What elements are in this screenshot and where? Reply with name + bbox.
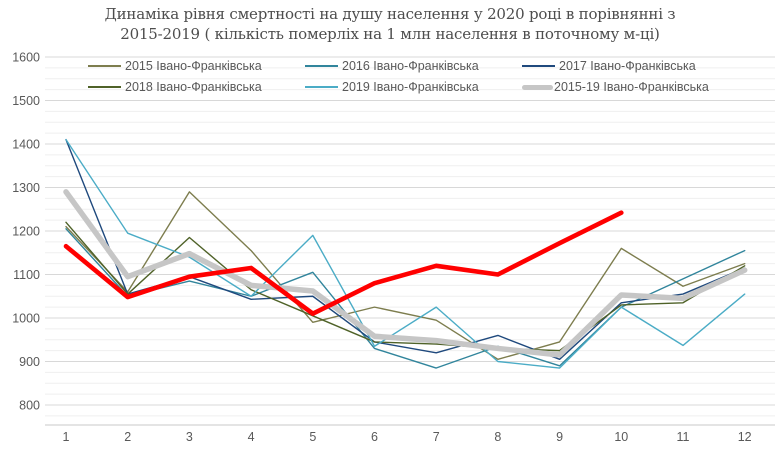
series-line-2015[interactable] (65, 191, 746, 361)
series-line-2019[interactable] (65, 138, 746, 369)
chart-title-line2: 2015-2019 ( кількість померліх на 1 млн … (120, 24, 660, 43)
legend-item-2017[interactable]: 2017 Івано-Франківська (522, 59, 739, 73)
legend-swatch-2015 (88, 65, 121, 67)
legend-label-2017: 2017 Івано-Франківська (559, 59, 696, 73)
y-tick-label: 1600 (12, 51, 40, 65)
x-tick-label: 12 (738, 430, 752, 444)
legend-label-2016: 2016 Івано-Франківська (342, 59, 479, 73)
legend-label-2019: 2019 Івано-Франківська (342, 80, 479, 94)
y-tick-label: 1500 (12, 94, 40, 108)
y-tick-label: 1400 (12, 138, 40, 152)
x-tick-label: 9 (556, 430, 563, 444)
x-tick-label: 7 (433, 430, 440, 444)
y-tick-label: 800 (19, 399, 40, 413)
legend-swatch-2015-19 (522, 84, 553, 90)
legend-label-2015: 2015 Івано-Франківська (125, 59, 262, 73)
legend-swatch-2016 (305, 65, 338, 67)
x-tick-label: 8 (494, 430, 501, 444)
legend-swatch-2018 (88, 86, 121, 88)
x-tick-label: 11 (677, 430, 690, 444)
legend-item-2019[interactable]: 2019 Івано-Франківська (305, 80, 522, 94)
y-tick-label: 1300 (12, 181, 40, 195)
x-tick-label: 3 (186, 430, 193, 444)
x-tick-label: 6 (371, 430, 378, 444)
y-tick-label: 1000 (12, 312, 40, 326)
series-line-2020[interactable] (63, 210, 624, 316)
legend-label-2018: 2018 Івано-Франківська (125, 80, 262, 94)
x-tick-label: 4 (248, 430, 255, 444)
series-line-2016[interactable] (65, 228, 746, 369)
legend-row-1: 2015 Івано-Франківська 2016 Івано-Франків… (88, 59, 739, 73)
legend-row-2: 2018 Івано-Франківська 2019 Івано-Франків… (88, 80, 739, 94)
chart-title-line1: Динаміка рівня смертності на душу населе… (104, 5, 676, 23)
legend-item-2015[interactable]: 2015 Івано-Франківська (88, 59, 305, 73)
series-line-2018[interactable] (65, 221, 746, 352)
x-tick-label: 2 (124, 430, 131, 444)
chart-title: Динаміка рівня смертності на душу населе… (10, 5, 770, 45)
x-tick-label: 10 (614, 430, 628, 444)
series-line-2015-19[interactable] (63, 189, 748, 358)
y-tick-label: 900 (19, 355, 40, 369)
y-tick-label: 1100 (13, 268, 40, 282)
legend-swatch-2017 (522, 65, 555, 67)
legend-item-2018[interactable]: 2018 Івано-Франківська (88, 80, 305, 94)
legend-item-2015-19[interactable]: 2015-19 Івано-Франківська (522, 80, 739, 94)
x-tick-label: 5 (309, 430, 316, 444)
legend-label-2015-19: 2015-19 Івано-Франківська (554, 80, 709, 94)
legend-item-2016[interactable]: 2016 Івано-Франківська (305, 59, 522, 73)
y-tick-label: 1200 (12, 225, 40, 239)
x-tick-label: 1 (63, 430, 70, 444)
legend-swatch-2019 (305, 86, 338, 88)
